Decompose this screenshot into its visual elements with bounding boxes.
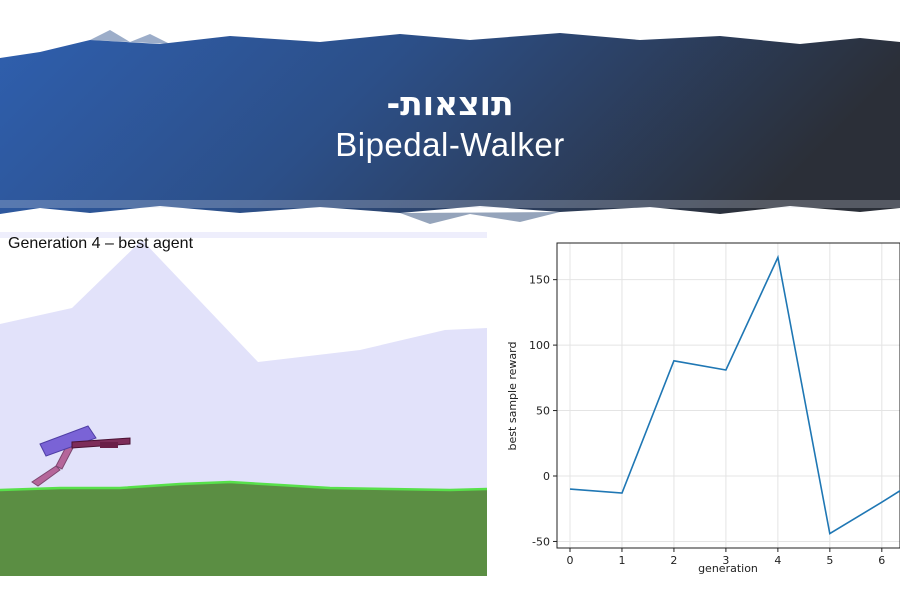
slide-title: תוצאות- Bipedal-Walker bbox=[0, 84, 900, 166]
x-tick-label: 1 bbox=[618, 554, 625, 567]
y-tick-label: 100 bbox=[529, 339, 550, 352]
x-tick-label: 0 bbox=[566, 554, 573, 567]
sky-band bbox=[0, 232, 487, 238]
ground bbox=[0, 482, 487, 576]
walker-leg-back bbox=[31, 465, 61, 487]
slide-title-hebrew: תוצאות- bbox=[386, 84, 514, 123]
title-banner bbox=[0, 30, 900, 224]
x-tick-label: 4 bbox=[774, 554, 781, 567]
x-tick-label: 2 bbox=[670, 554, 677, 567]
y-axis-label: best sample reward bbox=[506, 342, 519, 451]
walker-agent bbox=[31, 425, 131, 487]
walker-hull bbox=[39, 425, 97, 457]
x-axis-label: generation bbox=[698, 562, 758, 575]
simulation-caption: Generation 4 – best agent bbox=[8, 235, 194, 252]
bipedal-walker-frame bbox=[0, 232, 487, 576]
y-tick-label: 150 bbox=[529, 274, 550, 287]
y-tick-label: 50 bbox=[536, 405, 550, 418]
slide-title-english: Bipedal-Walker bbox=[335, 126, 565, 163]
chart-ticks: 0 1 2 3 4 5 6 150 100 50 0 -50 bbox=[529, 274, 885, 567]
banner-brush-stroke bbox=[0, 33, 900, 214]
ground-edge bbox=[0, 480, 487, 492]
y-tick-label: 0 bbox=[543, 470, 550, 483]
chart-grid bbox=[557, 243, 900, 548]
series-line bbox=[569, 254, 900, 535]
chart-frame bbox=[556, 242, 900, 549]
y-tick-label: -50 bbox=[532, 535, 550, 548]
x-tick-label: 6 bbox=[878, 554, 885, 567]
reward-chart: 0 1 2 3 4 5 6 150 100 50 0 -50 generation best samp… bbox=[506, 242, 900, 575]
x-tick-label: 5 bbox=[826, 554, 833, 567]
x-tick-label: 3 bbox=[722, 554, 729, 567]
walker-leg-front-lower bbox=[100, 442, 118, 448]
